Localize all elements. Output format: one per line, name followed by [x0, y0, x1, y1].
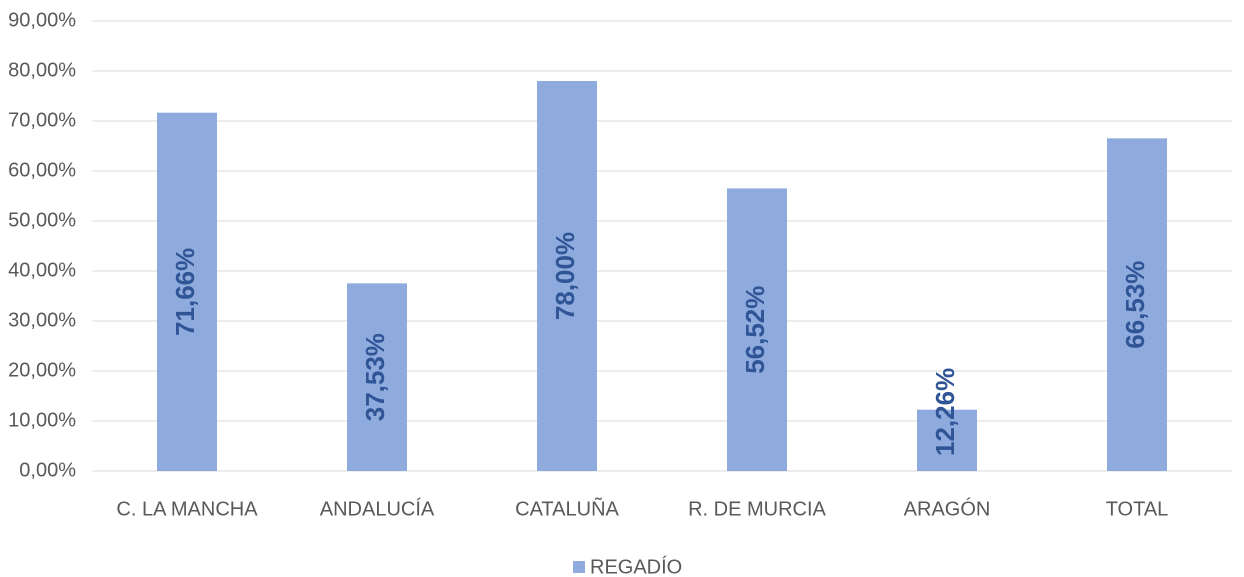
y-tick-label: 50,00% [8, 209, 76, 231]
legend-swatch [573, 561, 585, 573]
legend-label: REGADÍO [590, 555, 682, 577]
x-tick-label: TOTAL [1106, 498, 1169, 520]
y-tick-label: 40,00% [8, 259, 76, 281]
y-tick-label: 10,00% [8, 409, 76, 431]
value-label: 78,00% [550, 232, 580, 320]
y-tick-label: 90,00% [8, 9, 76, 31]
bar [537, 81, 597, 471]
bar [917, 409, 977, 471]
x-tick-label: ARAGÓN [904, 497, 991, 520]
y-tick-label: 60,00% [8, 159, 76, 181]
value-label: 66,53% [1120, 261, 1150, 349]
bar [347, 283, 407, 471]
value-label: 12,26% [930, 368, 960, 456]
y-tick-label: 80,00% [8, 59, 76, 81]
y-tick-label: 70,00% [8, 109, 76, 131]
bar [727, 188, 787, 471]
y-tick-label: 20,00% [8, 359, 76, 381]
x-tick-label: R. DE MURCIA [688, 498, 826, 520]
x-tick-label: ANDALUCÍA [320, 497, 435, 520]
x-tick-label: C. LA MANCHA [116, 498, 258, 520]
x-tick-label: CATALUÑA [515, 496, 619, 520]
value-label: 56,52% [740, 286, 770, 374]
value-label: 71,66% [170, 248, 200, 336]
y-tick-label: 0,00% [19, 459, 76, 481]
bar [1107, 138, 1167, 471]
bar [157, 112, 217, 471]
value-label: 37,53% [360, 333, 390, 421]
y-tick-label: 30,00% [8, 309, 76, 331]
